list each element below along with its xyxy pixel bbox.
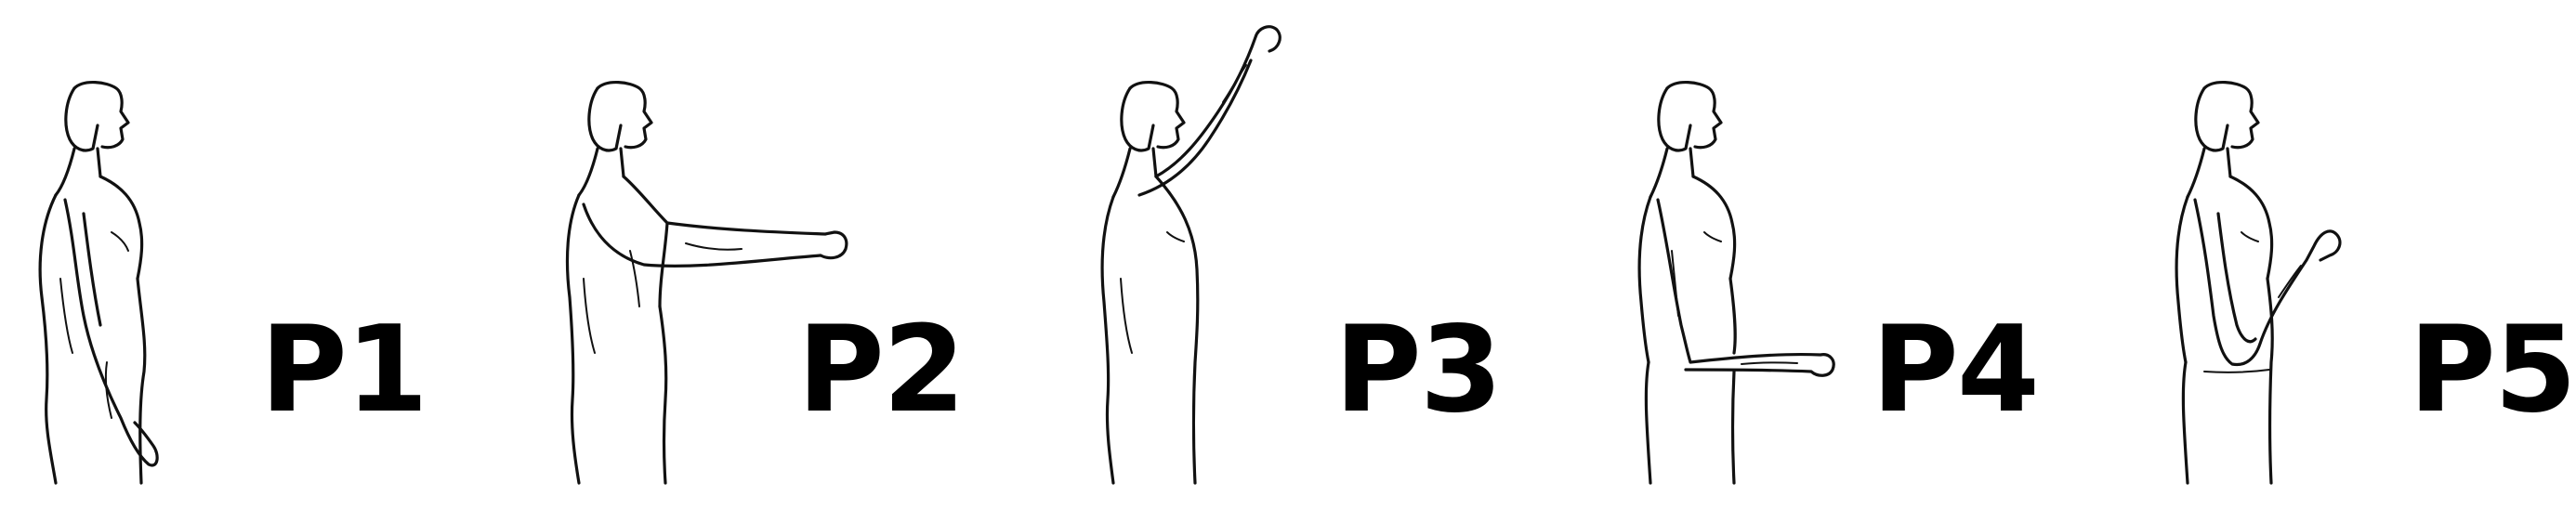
panel-p4: P4	[1630, 0, 2165, 509]
figure-p5-forearm-up-icon	[2175, 81, 2342, 485]
panel-p3: P3	[1093, 0, 1628, 509]
position-label-p5: P5	[2409, 301, 2576, 439]
panel-p2: P2	[556, 0, 1091, 509]
position-label-p1: P1	[260, 301, 428, 439]
position-label-p4: P4	[1872, 301, 2040, 439]
figure-p1-arm-down-icon	[38, 81, 159, 485]
position-label-p3: P3	[1334, 301, 1503, 439]
figure-p3-arm-raised-icon	[1100, 25, 1281, 485]
figure-p4-forearm-forward-icon	[1637, 81, 1835, 485]
panel-p5: P5	[2167, 0, 2576, 509]
panel-p1: P1	[19, 0, 554, 509]
position-label-p2: P2	[797, 301, 966, 439]
figure-p2-arm-forward-icon	[565, 81, 848, 485]
